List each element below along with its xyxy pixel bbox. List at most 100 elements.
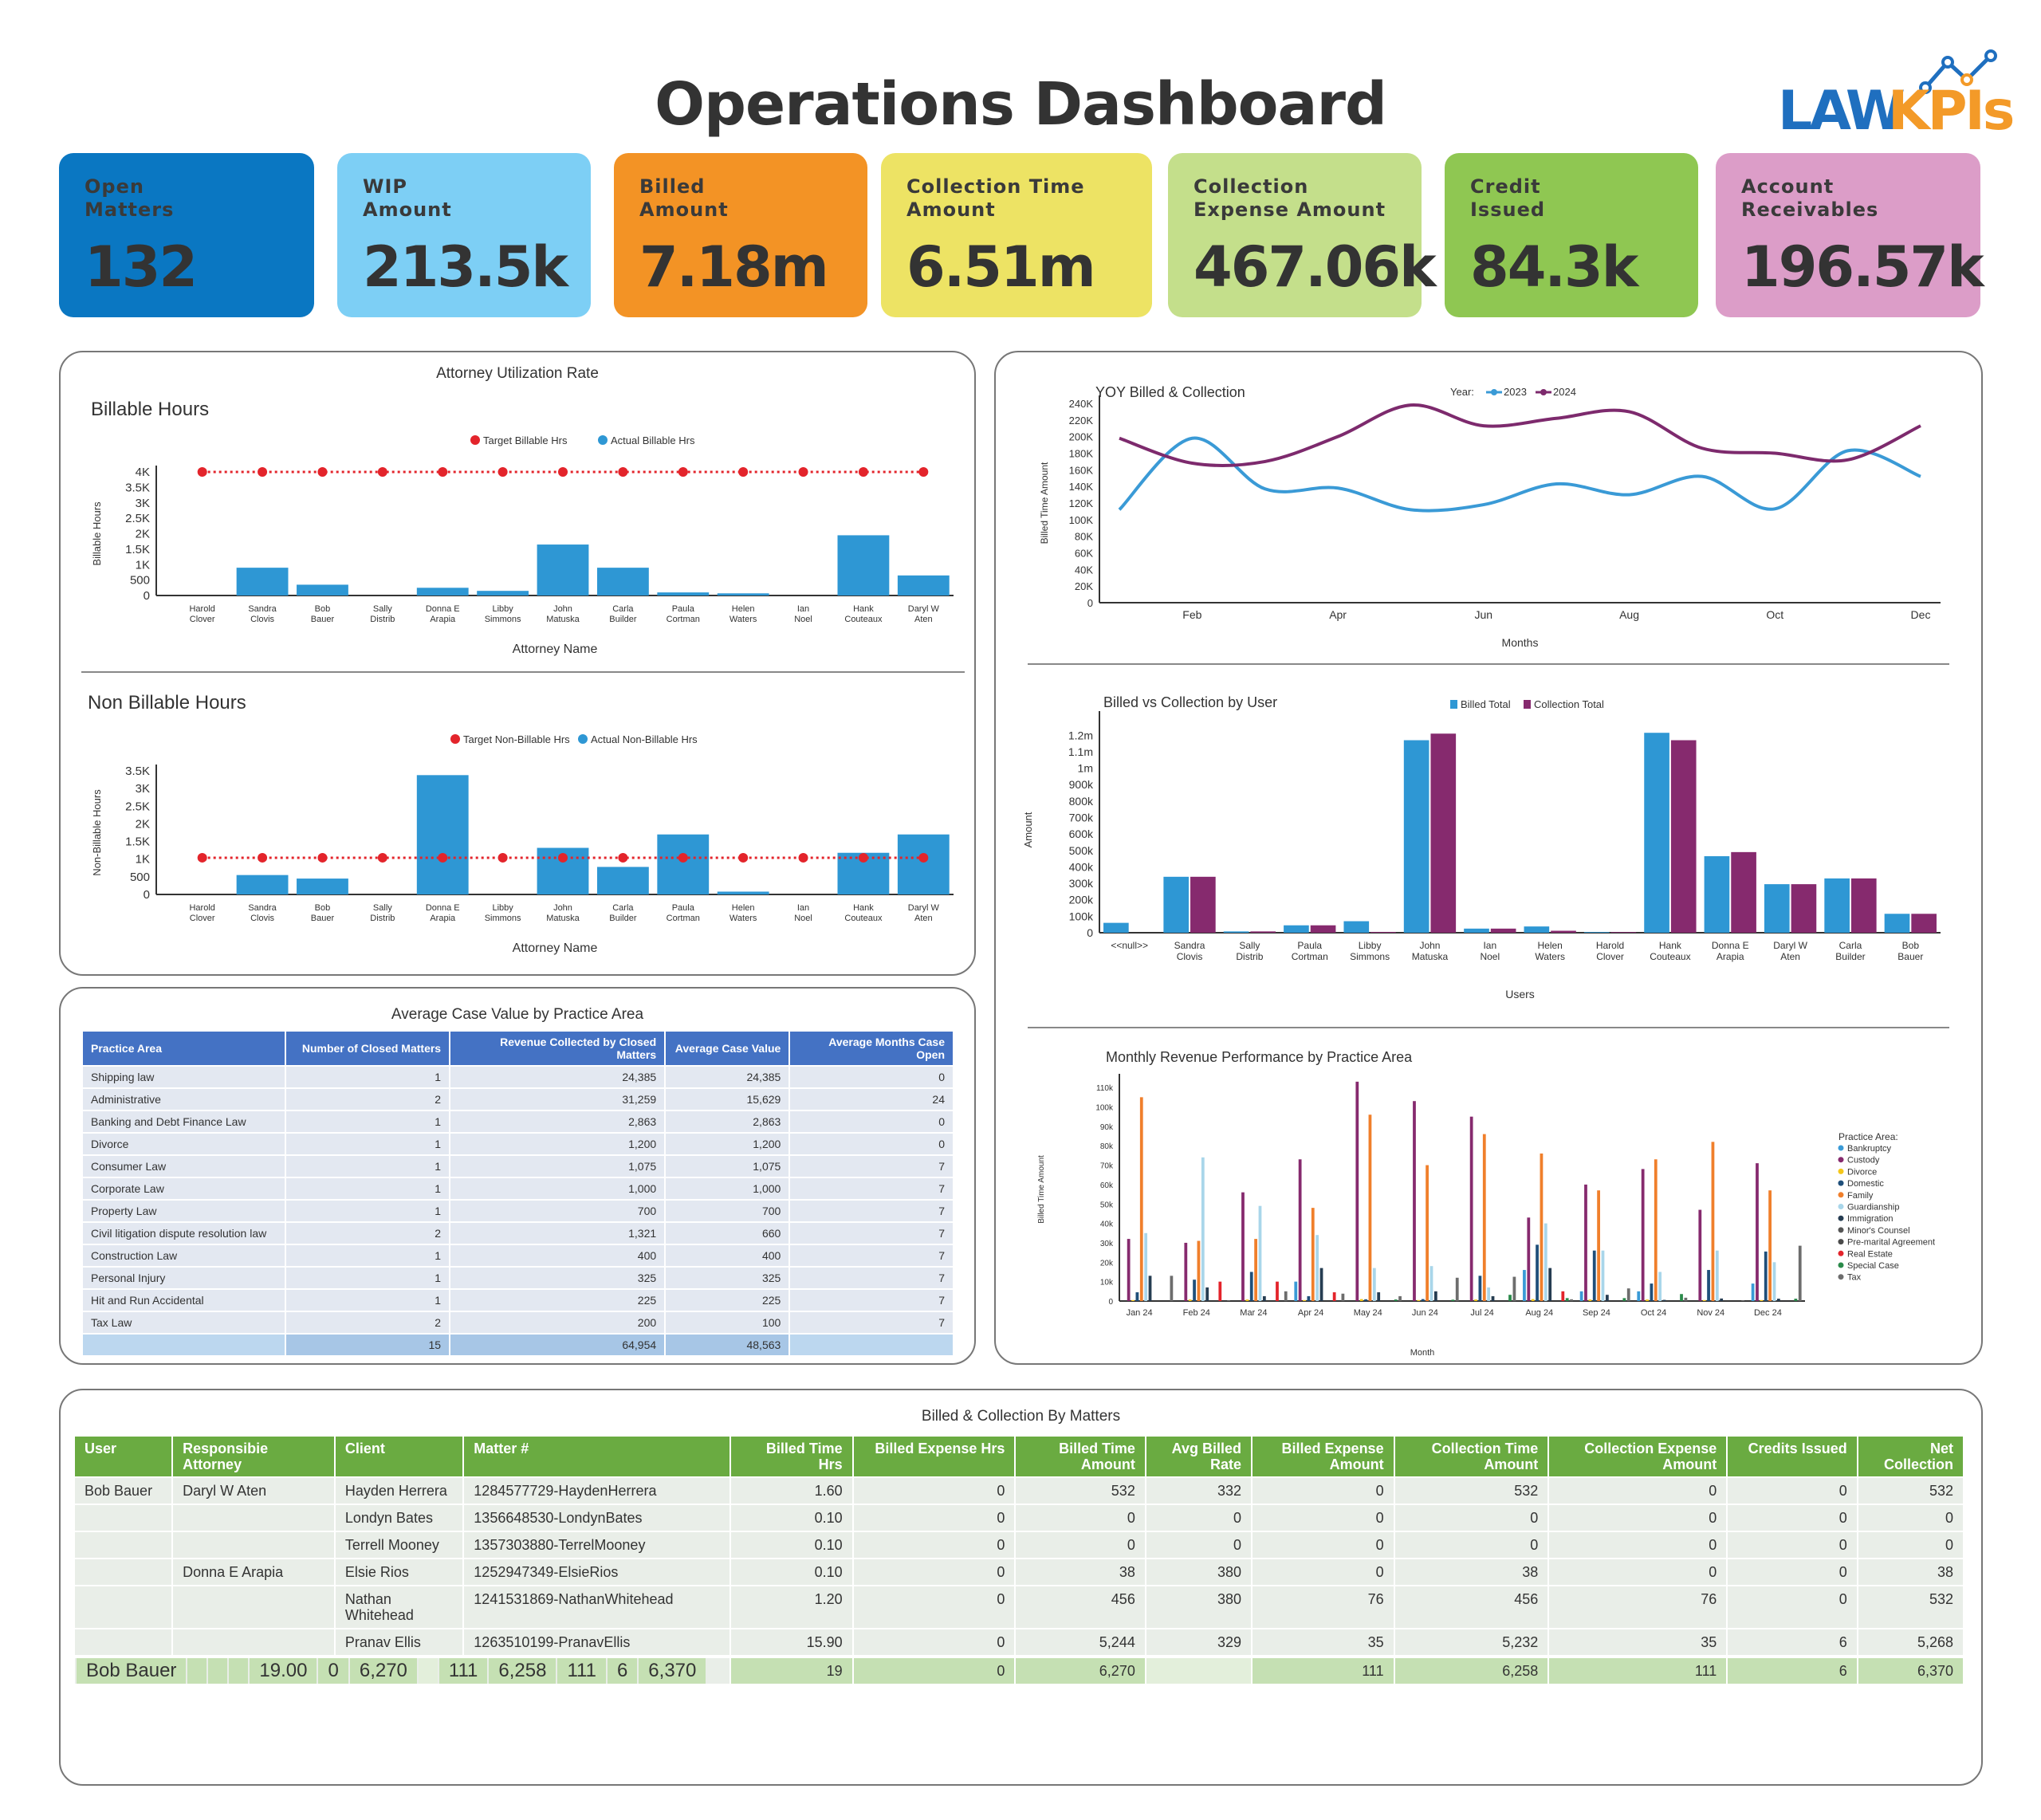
attorney-utilization-panel: Attorney Utilization Rate Billable Hours… — [59, 351, 976, 976]
x-tick-label: Sandra — [1174, 940, 1205, 951]
y-tick-label: 1K — [136, 853, 150, 867]
table-cell: 0.10 — [731, 1505, 852, 1531]
legend-dot-icon — [1838, 1192, 1844, 1198]
table-cell: 76 — [1549, 1586, 1727, 1628]
x-tick-label: Waters — [1535, 951, 1565, 962]
table-cell: 0 — [1549, 1559, 1727, 1585]
y-tick-label: 2K — [136, 817, 150, 831]
table-cell: 0 — [1728, 1532, 1857, 1558]
matter-row: Londyn Bates 1356648530-LondynBates 0.10 0 0… — [75, 1505, 1963, 1531]
x-tick-label: Clovis — [1177, 951, 1203, 962]
table-cell: 380 — [1146, 1559, 1252, 1585]
table-cell: Hayden Herrera — [335, 1478, 463, 1504]
y-tick-label: 100K — [1069, 514, 1094, 526]
table-cell: 7 — [790, 1290, 953, 1311]
bar-immigration — [1720, 1298, 1724, 1301]
y-tick-label: 200k — [1069, 894, 1094, 906]
y-tick-label: 2.5K — [125, 800, 150, 813]
table-cell: 456 — [1394, 1586, 1548, 1628]
table-cell: Shipping law — [83, 1067, 285, 1087]
monthly-title: Monthly Revenue Performance by Practice … — [1106, 1049, 1413, 1065]
bar-immigration — [1491, 1295, 1495, 1301]
x-tick-label: Arapia — [430, 615, 456, 624]
table-row: Civil litigation dispute resolution law 2… — [83, 1223, 953, 1244]
bar-real-estate — [1332, 1292, 1336, 1301]
legend-marker-icon — [1540, 389, 1547, 395]
bar-bankruptcy — [1751, 1283, 1755, 1301]
target-point — [438, 467, 448, 477]
y-tick-label: 4K — [136, 466, 150, 479]
x-tick-label: Jun — [1475, 608, 1493, 621]
x-tick-label: Builder — [609, 615, 637, 624]
bar-guardianship — [1315, 1235, 1319, 1301]
bar-special-case — [1680, 1294, 1683, 1301]
table-cell: 1 — [286, 1134, 450, 1154]
table-cell: 0 — [1728, 1505, 1857, 1531]
bar-divorce — [1474, 1299, 1477, 1301]
bar-billed-total — [1704, 856, 1730, 933]
x-tick-label: Feb 24 — [1183, 1308, 1210, 1318]
table-cell: 0 — [1549, 1532, 1727, 1558]
y-tick-label: 110k — [1096, 1084, 1114, 1093]
bar-guardianship — [1372, 1268, 1376, 1301]
target-point — [377, 467, 387, 477]
bar-guardianship — [1487, 1287, 1491, 1301]
kpi-value: 6.51m — [906, 234, 1096, 300]
bar-guardianship — [1429, 1266, 1433, 1301]
x-tick-label: Libby — [1359, 940, 1382, 951]
table-cell: 31,259 — [450, 1089, 665, 1110]
table-cell: 0 — [1728, 1478, 1857, 1504]
subtotal-cell — [208, 1658, 228, 1684]
x-tick-label: May 24 — [1354, 1308, 1382, 1318]
y-tick-label: 0 — [1108, 1298, 1113, 1307]
kpi-card: WIP Amount 213.5k — [337, 153, 591, 317]
subtotal-cell: 6,270 — [349, 1658, 417, 1684]
panel-divider — [81, 671, 965, 673]
bar-special-case — [1565, 1298, 1569, 1301]
x-tick-label: Helen — [732, 903, 755, 913]
target-point — [858, 467, 868, 477]
x-tick-label: John — [1419, 940, 1440, 951]
legend-target-icon — [470, 435, 480, 445]
x-axis-title: Attorney Name — [513, 941, 598, 955]
table-cell: 0 — [853, 1478, 1015, 1504]
x-tick-label: Cortman — [667, 914, 700, 923]
table-cell: 0 — [853, 1559, 1015, 1585]
bar-tax — [1284, 1291, 1288, 1301]
x-tick-label: Jan 24 — [1127, 1308, 1153, 1318]
lawkpis-logo: LAW KPIs — [1778, 48, 2015, 143]
table-row: Administrative 2 31,259 15,629 24 — [83, 1089, 953, 1110]
x-tick-label: Noel — [794, 914, 812, 923]
table-cell: 532 — [1858, 1586, 1963, 1628]
kpi-value: 7.18m — [639, 234, 829, 300]
column-header: Number of Closed Matters — [286, 1032, 450, 1065]
target-point — [258, 467, 268, 477]
target-point — [918, 467, 929, 477]
x-tick-label: Simmons — [1350, 951, 1390, 962]
x-axis-title: Months — [1502, 636, 1539, 649]
table-cell: 7 — [790, 1156, 953, 1177]
x-axis-title: Attorney Name — [513, 643, 598, 656]
grand-total-cell — [1146, 1658, 1252, 1684]
table-cell: 38 — [1394, 1559, 1548, 1585]
bar-special-case — [1451, 1299, 1455, 1301]
legend-actual-label: Actual Non-Billable Hrs — [591, 733, 698, 745]
bar-collection-total — [1791, 884, 1817, 933]
legend-label: Bankruptcy — [1847, 1144, 1892, 1154]
target-point — [438, 852, 448, 863]
kpi-card: Account Receivables 196.57k — [1716, 153, 1984, 317]
target-point — [497, 467, 508, 477]
table-cell: 0 — [1146, 1505, 1252, 1531]
x-tick-label: Bauer — [1897, 951, 1923, 962]
bar-special-case — [1622, 1298, 1626, 1301]
subtotal-cell: 19.00 — [250, 1658, 317, 1684]
y-tick-label: 1.5K — [125, 543, 150, 556]
table-cell: 24,385 — [666, 1067, 789, 1087]
x-tick-label: Paula — [672, 604, 695, 614]
table-cell: 0 — [1146, 1532, 1252, 1558]
table-cell: 7 — [790, 1312, 953, 1333]
bar-family — [1139, 1097, 1143, 1301]
bar-divorce — [1417, 1299, 1421, 1301]
bar-divorce — [1760, 1299, 1764, 1301]
bar-collection-total — [1310, 925, 1336, 933]
